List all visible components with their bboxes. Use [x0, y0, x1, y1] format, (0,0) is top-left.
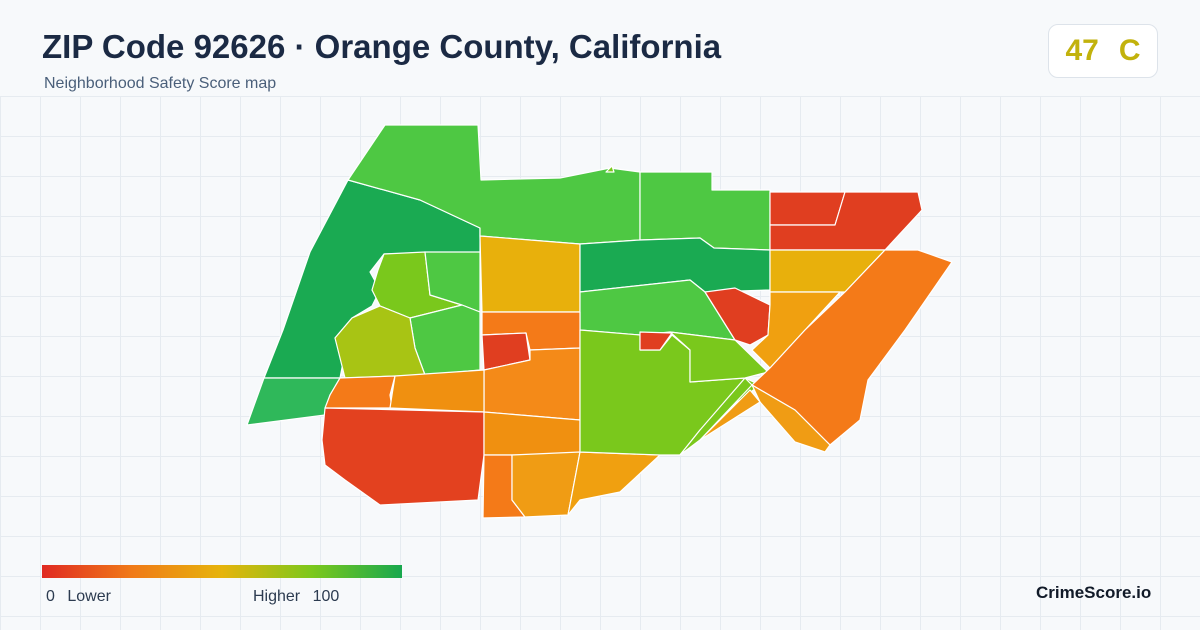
legend-gradient-bar	[42, 565, 402, 578]
legend-min-label: Lower	[67, 588, 111, 605]
map-region[interactable]	[605, 165, 615, 173]
map-region[interactable]	[334, 305, 426, 379]
map-region[interactable]	[483, 411, 581, 456]
map-region[interactable]	[639, 171, 771, 251]
score-badge: 47 C	[1048, 24, 1158, 78]
map-region[interactable]	[679, 377, 753, 456]
legend-min-value: 0	[46, 588, 55, 605]
score-grade: C	[1118, 34, 1141, 67]
brand-logo[interactable]: CrimeScore.io	[1036, 583, 1152, 602]
map-region[interactable]	[389, 369, 485, 413]
legend-max-value: 100	[312, 588, 340, 605]
legend-low: 0 Lower	[42, 588, 115, 606]
map-region[interactable]	[511, 451, 581, 518]
map-region[interactable]	[567, 451, 661, 516]
map-region[interactable]	[751, 291, 841, 369]
map-region[interactable]	[639, 331, 673, 351]
map-region[interactable]	[321, 407, 485, 506]
map-region[interactable]	[479, 235, 581, 313]
map-region[interactable]	[699, 389, 761, 441]
score-value: 47	[1065, 34, 1099, 67]
legend-max-label: Higher	[253, 588, 301, 605]
legend-high: Higher 100	[249, 588, 343, 606]
map-region[interactable]	[769, 191, 846, 226]
page-subtitle: Neighborhood Safety Score map	[44, 75, 277, 92]
page-title: ZIP Code 92626 · Orange County, Californ…	[42, 28, 722, 65]
